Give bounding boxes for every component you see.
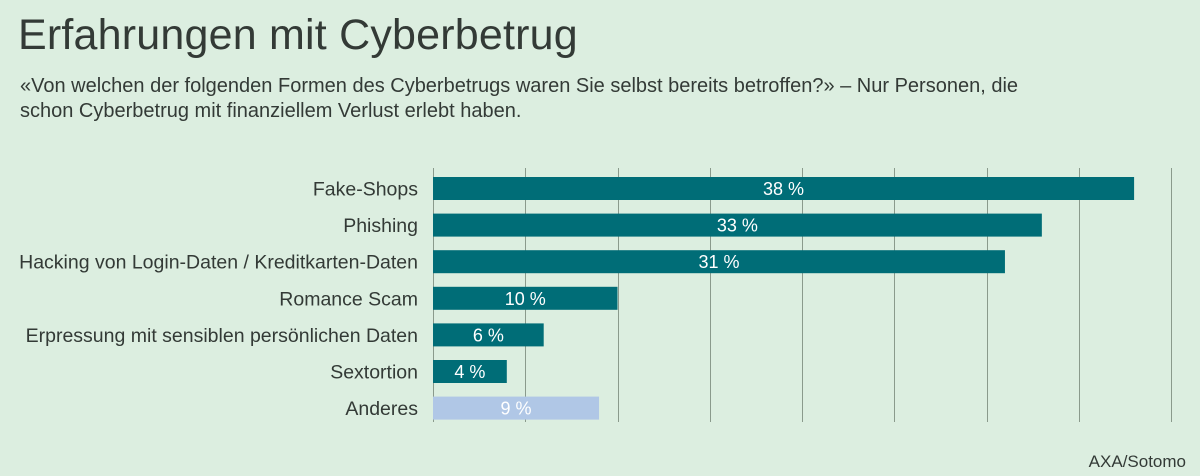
data-label: 10 % [505,289,546,309]
category-label: Hacking von Login-Daten / Kreditkarten-D… [19,252,418,274]
bar [433,177,1135,200]
category-label: Sextortion [330,362,418,384]
bar [433,286,618,310]
bar [433,323,544,347]
labels-layer: Fake-Shops 38 % Phishing 33 % Hacking von Lo… [19,179,804,421]
data-label: 33 % [717,216,758,236]
bar [433,360,507,383]
category-label: Fake-Shops [313,179,418,201]
category-label: Romance Scam [279,288,418,310]
source-credit: AXA/Sotomo [1088,452,1186,471]
grid-layer [433,168,1172,422]
chart-title: Erfahrungen mit Cyberbetrug [18,11,578,59]
category-label: Erpressung mit sensiblen persönlichen Da… [26,325,418,347]
bar [433,213,1042,237]
data-label: 4 % [454,362,485,382]
bar [433,250,1005,274]
data-label: 38 % [763,179,804,199]
bar [433,396,600,420]
data-label: 9 % [501,399,532,419]
data-label: 6 % [473,325,504,345]
category-label: Phishing [343,215,418,237]
data-label: 31 % [698,252,739,272]
chart-subtitle: «Von welchen der folgenden Formen des Cy… [20,75,1019,122]
category-label: Anderes [345,398,418,420]
bars-layer [433,177,1135,420]
